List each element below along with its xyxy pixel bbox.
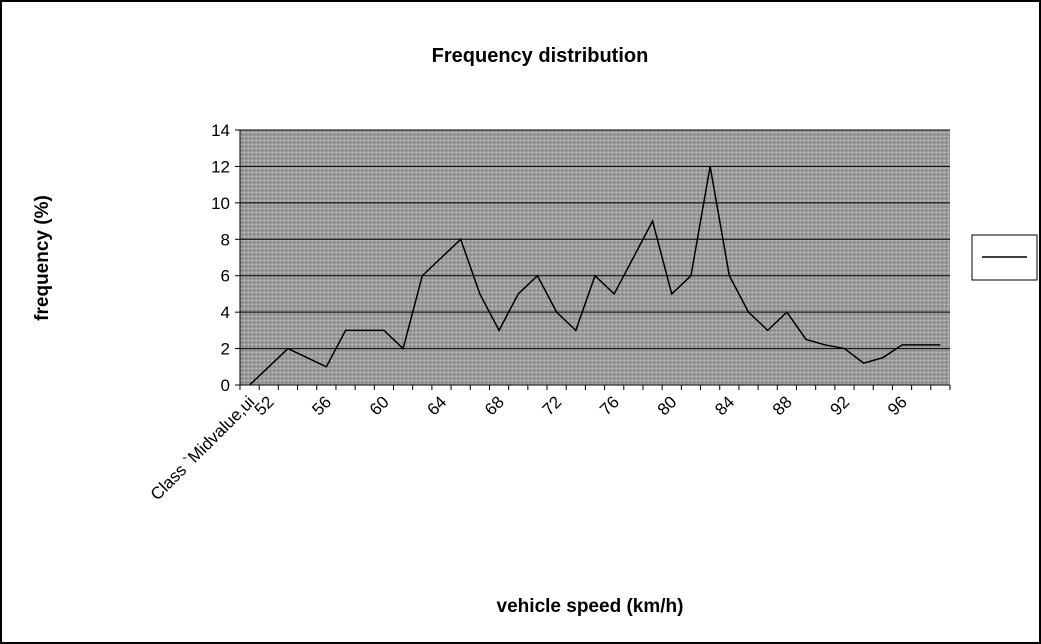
y-tick-label: 4	[221, 303, 230, 322]
y-tick-label: 8	[221, 230, 230, 249]
y-tick-label: 2	[221, 340, 230, 359]
plot-area	[240, 130, 950, 385]
y-tick-label: 12	[211, 157, 230, 176]
y-tick-label: 14	[211, 121, 230, 140]
y-tick-label: 0	[221, 376, 230, 395]
y-tick-label: 10	[211, 194, 230, 213]
y-tick-label: 6	[221, 267, 230, 286]
chart-title: Frequency distribution	[432, 45, 649, 67]
series-line	[249, 166, 941, 386]
x-axis-label: vehicle speed (km/h)	[497, 596, 684, 617]
y-axis-label: frequency (%)	[32, 195, 53, 321]
